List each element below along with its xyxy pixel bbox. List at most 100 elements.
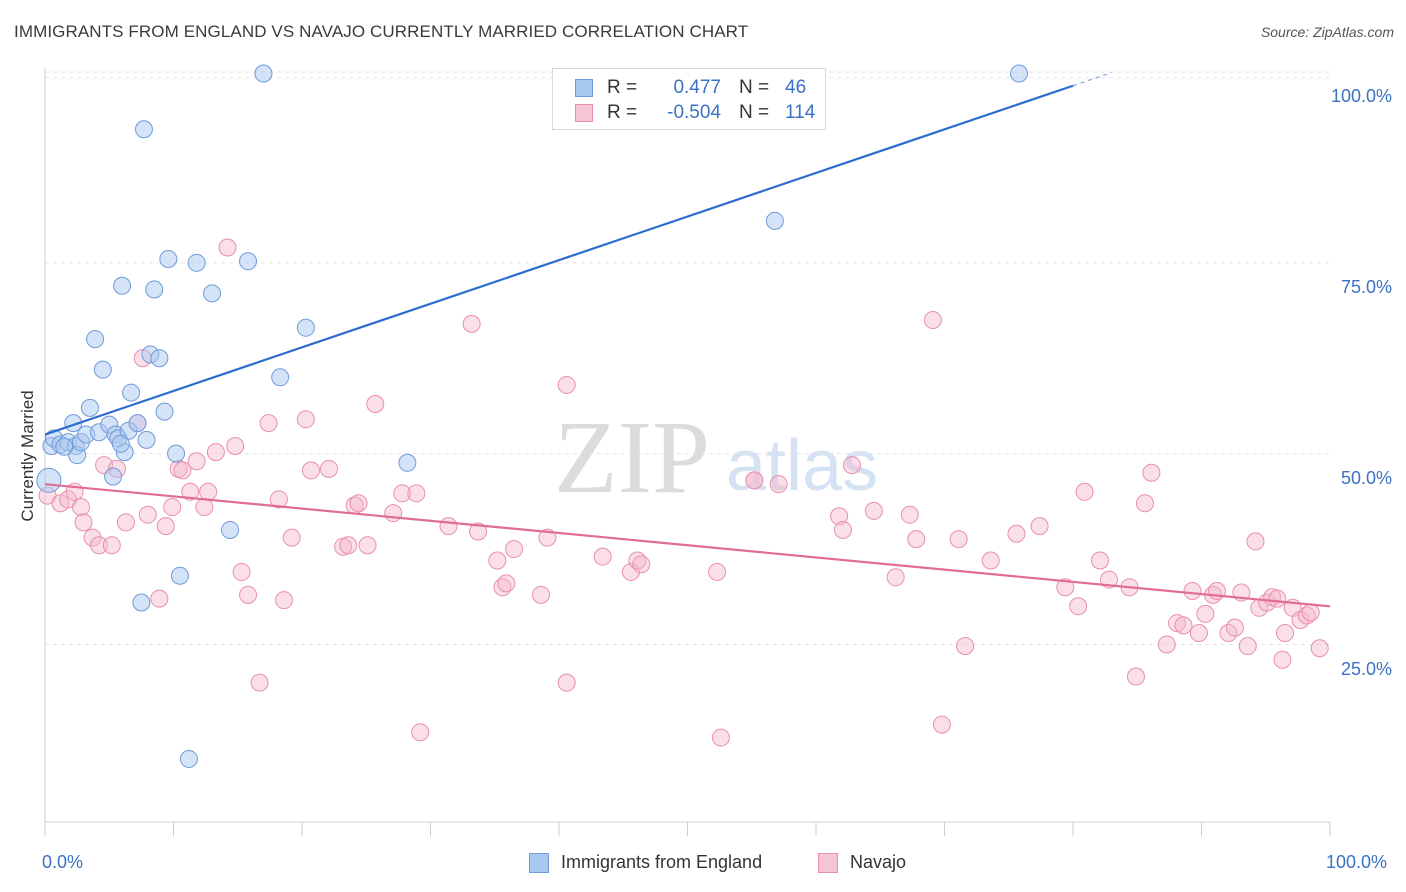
navajo-point bbox=[593, 547, 612, 566]
england-point bbox=[80, 398, 99, 417]
n-label: N = bbox=[739, 102, 770, 123]
navajo-point bbox=[199, 482, 218, 501]
r-label: R = bbox=[607, 77, 638, 98]
navajo-point bbox=[301, 461, 320, 480]
correlation-legend: R = 0.477 N = 46 R = -0.504 N = 114 bbox=[552, 68, 826, 130]
england-point bbox=[134, 120, 153, 139]
navajo-point bbox=[1225, 618, 1244, 637]
england-point bbox=[132, 593, 151, 612]
england-point bbox=[150, 349, 169, 368]
y-tick-label: 75.0% bbox=[1340, 277, 1392, 297]
navajo-point bbox=[469, 522, 488, 541]
navajo-point bbox=[1135, 494, 1154, 513]
england-point bbox=[170, 566, 189, 585]
navajo-point bbox=[1069, 597, 1088, 616]
legend-swatch-england bbox=[575, 79, 593, 97]
navajo-point bbox=[173, 461, 192, 480]
navajo-point bbox=[319, 459, 338, 478]
grid-lines bbox=[45, 71, 1330, 645]
x-tick-label-max: 100.0% bbox=[1326, 852, 1388, 872]
navajo-point bbox=[769, 475, 788, 494]
watermark-atlas: atlas bbox=[726, 426, 878, 506]
n-label: N = bbox=[739, 77, 770, 98]
navajo-point bbox=[358, 536, 377, 555]
navajo-point bbox=[497, 574, 516, 593]
navajo-point bbox=[259, 414, 278, 433]
navajo-point bbox=[366, 395, 385, 414]
navajo-point bbox=[830, 507, 849, 526]
legend-item-england: Immigrants from England bbox=[529, 852, 762, 873]
watermark-zip: ZIP bbox=[554, 400, 710, 515]
watermark: ZIP atlas bbox=[554, 400, 878, 515]
legend-swatch-navajo bbox=[818, 852, 838, 873]
england-point bbox=[104, 467, 123, 486]
navajo-point bbox=[250, 673, 269, 692]
navajo-point bbox=[532, 585, 551, 604]
navajo-point bbox=[923, 311, 942, 330]
navajo-point bbox=[1268, 589, 1287, 608]
navajo-point bbox=[1276, 624, 1295, 642]
navajo-point bbox=[1126, 667, 1145, 686]
england-point bbox=[271, 368, 290, 387]
england-point bbox=[159, 250, 178, 268]
navajo-point bbox=[102, 536, 121, 555]
navajo-point bbox=[239, 585, 258, 604]
england-point bbox=[179, 749, 198, 768]
england-point bbox=[765, 211, 784, 230]
navajo-point bbox=[116, 513, 135, 532]
navajo-point bbox=[275, 591, 294, 610]
navajo-point bbox=[1291, 611, 1310, 630]
england-point bbox=[203, 284, 222, 303]
navajo-point bbox=[1258, 593, 1277, 612]
legend-swatch-navajo bbox=[575, 104, 593, 122]
navajo-point bbox=[1183, 582, 1202, 601]
england-point bbox=[239, 252, 258, 271]
navajo-point bbox=[1246, 532, 1265, 551]
navajo-point bbox=[711, 728, 730, 747]
legend-swatch-england bbox=[529, 852, 549, 873]
navajo-point bbox=[981, 551, 1000, 570]
navajo-point bbox=[156, 517, 175, 536]
navajo-point bbox=[505, 540, 524, 559]
y-tick-label: 25.0% bbox=[1340, 659, 1392, 679]
navajo-point bbox=[708, 562, 727, 581]
navajo-point bbox=[282, 528, 301, 547]
navajo-point bbox=[339, 536, 358, 555]
navajo-point bbox=[384, 504, 403, 523]
navajo-point bbox=[83, 528, 102, 547]
navajo-point bbox=[232, 562, 251, 581]
navajo-point bbox=[833, 520, 852, 539]
navajo-point bbox=[932, 715, 951, 734]
england-point bbox=[55, 437, 74, 456]
navajo-point bbox=[1301, 603, 1320, 622]
navajo-point bbox=[138, 505, 157, 524]
navajo-point bbox=[900, 505, 919, 524]
navajo-point bbox=[89, 536, 108, 555]
y-axis-label: Currently Married bbox=[18, 390, 37, 522]
navajo-point bbox=[218, 238, 237, 257]
england-trend-line bbox=[44, 84, 1074, 436]
navajo-point bbox=[181, 482, 200, 501]
navajo-point bbox=[1075, 482, 1094, 501]
navajo-point bbox=[206, 443, 225, 462]
england-point bbox=[137, 430, 156, 449]
navajo-point bbox=[74, 513, 93, 532]
navajo-point bbox=[1238, 636, 1257, 655]
y-tick-label: 100.0% bbox=[1330, 86, 1392, 106]
england-point bbox=[36, 467, 62, 493]
navajo-point bbox=[557, 375, 576, 394]
england-trend-extension bbox=[1072, 72, 1112, 87]
england-point bbox=[167, 444, 186, 463]
england-point bbox=[111, 434, 130, 453]
navajo-point bbox=[864, 501, 883, 520]
chart-source: Source: ZipAtlas.com bbox=[1260, 24, 1394, 40]
navajo-point bbox=[1174, 616, 1193, 635]
navajo-point bbox=[150, 589, 169, 608]
navajo-point bbox=[296, 410, 315, 429]
navajo-point bbox=[393, 484, 412, 503]
r-value: 0.477 bbox=[673, 77, 721, 98]
navajo-point bbox=[1189, 624, 1208, 642]
navajo-point bbox=[195, 498, 214, 517]
navajo-point bbox=[462, 314, 481, 333]
england-point bbox=[122, 383, 141, 402]
